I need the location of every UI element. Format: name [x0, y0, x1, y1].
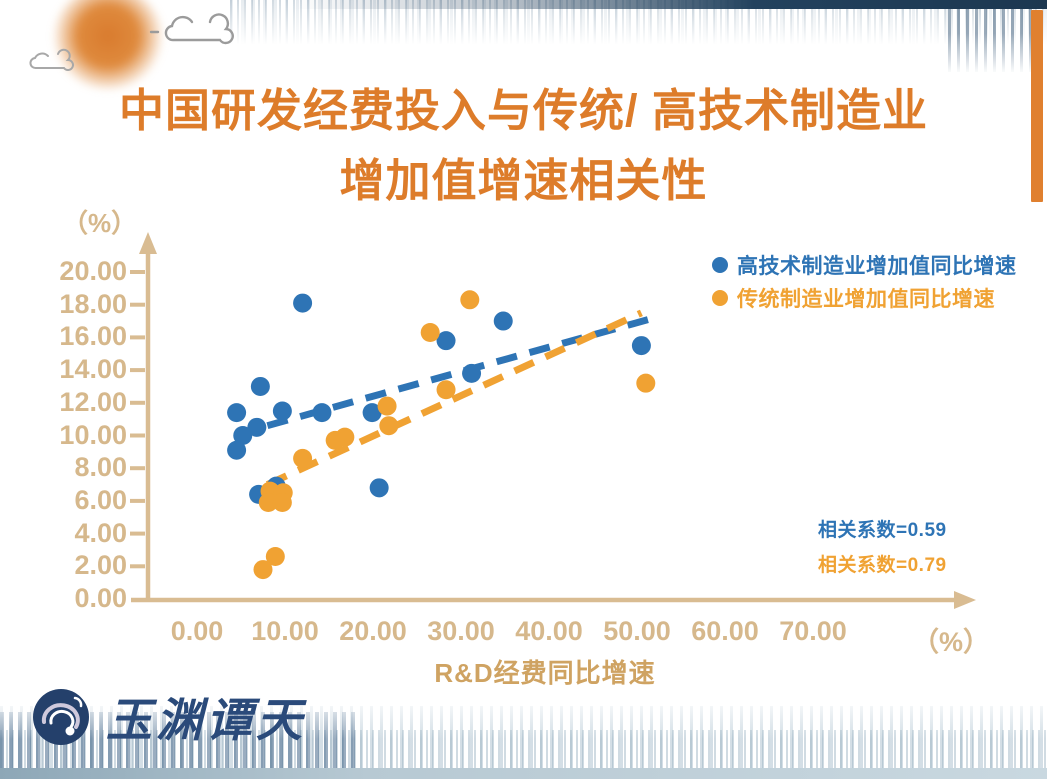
data-point — [636, 373, 656, 393]
title-line-1: 中国研发经费投入与传统/ 高技术制造业 — [118, 85, 928, 136]
y-tick-label: 10.00 — [59, 419, 127, 450]
x-tick-label: 50.00 — [603, 616, 671, 646]
data-point — [293, 448, 313, 468]
y-tick-label: 0.00 — [74, 583, 127, 613]
data-point — [293, 293, 313, 313]
x-axis-arrow-icon — [954, 591, 976, 609]
data-point — [379, 416, 399, 436]
y-tick-label: 20.00 — [59, 256, 127, 286]
y-tick-label: 2.00 — [74, 550, 127, 581]
x-tick-label: 60.00 — [691, 616, 759, 646]
data-point — [377, 396, 397, 416]
data-point — [312, 403, 332, 423]
data-point — [247, 417, 267, 437]
y-tick-label: 18.00 — [59, 288, 127, 319]
legend-item-hightech: 高技术制造业增加值同比增速 — [712, 248, 1017, 281]
top-right-stripe-fade — [948, 6, 1036, 74]
cloud-icon — [149, 13, 234, 45]
data-point — [420, 322, 440, 342]
data-point — [227, 440, 247, 460]
top-navy-bar — [0, 0, 1047, 9]
x-tick-label: 30.00 — [427, 616, 495, 646]
data-point — [250, 376, 270, 396]
y-tick-label: 4.00 — [74, 517, 127, 548]
legend-item-traditional: 传统制造业增加值同比增速 — [712, 281, 1017, 314]
logo: 玉渊谭天 — [30, 684, 306, 750]
data-point — [369, 478, 389, 498]
x-axis-title: R&D经费同比增速 — [434, 658, 656, 688]
data-point — [272, 401, 292, 421]
legend-label-traditional: 传统制造业增加值同比增速 — [737, 287, 995, 311]
y-axis-unit: （%） — [62, 208, 138, 238]
data-point — [227, 403, 247, 423]
legend-label-hightech: 高技术制造业增加值同比增速 — [737, 254, 1017, 278]
data-point — [631, 336, 651, 356]
data-point — [272, 493, 292, 513]
data-point — [258, 493, 278, 513]
title-line-2: 增加值增速相关性 — [339, 154, 708, 206]
data-point — [460, 290, 480, 310]
legend-dot-blue-icon — [712, 256, 728, 273]
data-point — [436, 380, 456, 400]
data-point — [362, 403, 382, 423]
bottom-stripe-fade — [0, 694, 1047, 739]
y-tick-label: 14.00 — [59, 354, 127, 385]
data-point — [233, 426, 253, 445]
x-axis-unit: （%） — [912, 627, 991, 657]
y-tick-label: 8.00 — [74, 452, 127, 483]
correlation-hightech: 相关系数=0.59 — [818, 520, 947, 541]
data-point — [462, 363, 482, 383]
trendline — [265, 309, 643, 488]
x-tick-label: 10.00 — [251, 616, 319, 646]
page-title: 中国研发经费投入与传统/ 高技术制造业 增加值增速相关性 — [60, 76, 987, 216]
data-point — [493, 311, 513, 331]
x-tick-label: 0.00 — [170, 616, 224, 646]
sun-decoration — [52, 0, 164, 90]
data-point — [436, 331, 456, 351]
bottom-edge-bar — [0, 768, 1047, 779]
cloud-small-icon — [29, 48, 74, 71]
correlation-traditional: 相关系数=0.79 — [818, 555, 947, 576]
x-tick-label: 40.00 — [515, 616, 583, 646]
data-point — [265, 546, 285, 566]
x-tick-label: 70.00 — [779, 616, 847, 646]
y-axis-arrow-icon — [139, 232, 157, 254]
legend-dot-orange-icon — [712, 289, 728, 306]
x-tick-label: 20.00 — [339, 616, 407, 646]
logo-swirl-icon — [33, 689, 89, 745]
data-point — [325, 430, 345, 450]
y-tick-label: 12.00 — [59, 386, 127, 417]
logo-text: 玉渊谭天 — [106, 695, 306, 746]
y-tick-label: 6.00 — [74, 484, 127, 515]
data-point — [253, 560, 273, 580]
legend: 高技术制造业增加值同比增速 传统制造业增加值同比增速 — [712, 248, 1017, 314]
right-orange-bar — [1031, 10, 1043, 202]
y-tick-label: 16.00 — [59, 321, 127, 352]
